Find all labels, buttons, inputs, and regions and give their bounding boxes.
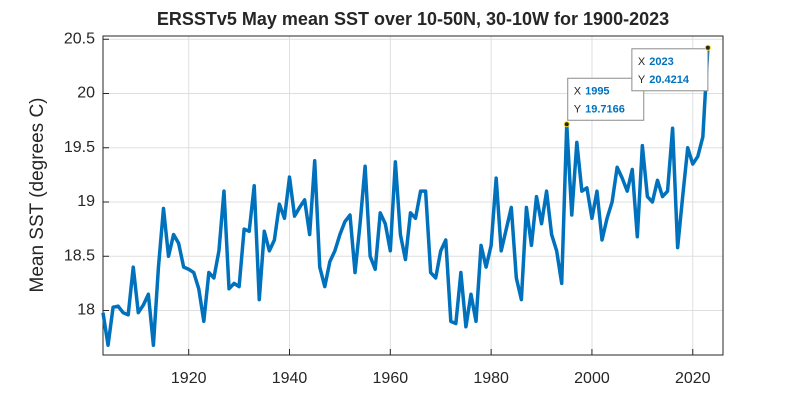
datatip-x: X 1995 xyxy=(574,85,610,97)
datatip-x-label: X xyxy=(574,85,582,97)
data-line xyxy=(101,47,710,347)
datatip-x: X 2023 xyxy=(638,56,674,68)
datatip-point xyxy=(704,44,711,51)
datatip-y-value: 20.4214 xyxy=(649,74,690,86)
y-tick-label: 20.5 xyxy=(64,30,95,47)
axes-box xyxy=(102,35,724,356)
datatip-y: Y 20.4214 xyxy=(638,74,690,86)
datatip-x-value: 2023 xyxy=(649,56,673,68)
datatip-point xyxy=(563,121,570,128)
chart-title: ERSSTv5 May mean SST over 10-50N, 30-10W… xyxy=(157,9,669,29)
y-tick-label: 19.5 xyxy=(64,139,95,156)
y-tick-label: 19 xyxy=(77,193,95,210)
datatip-box xyxy=(567,77,645,121)
datatip-y-value: 19.7166 xyxy=(585,103,625,115)
y-tick-label: 18.5 xyxy=(64,247,95,264)
y-axis-label: Mean SST (degrees C) xyxy=(27,97,48,292)
datatip-y-label: Y xyxy=(638,74,646,86)
x-tick-label: 1940 xyxy=(272,370,308,387)
x-tick-label: 2000 xyxy=(574,370,610,387)
datatip-y: Y 19.7166 xyxy=(574,103,625,115)
x-tick-label: 1920 xyxy=(171,370,207,387)
x-tick-label: 2020 xyxy=(675,370,711,387)
datatip-y-label: Y xyxy=(574,103,582,115)
datatip-x-value: 1995 xyxy=(585,85,609,97)
y-tick-label: 18 xyxy=(77,302,95,319)
x-tick-label: 1960 xyxy=(373,370,409,387)
datatip-box xyxy=(631,48,709,92)
x-tick-label: 1980 xyxy=(473,370,509,387)
datatip-x-label: X xyxy=(638,56,646,68)
y-tick-label: 20 xyxy=(77,85,95,102)
